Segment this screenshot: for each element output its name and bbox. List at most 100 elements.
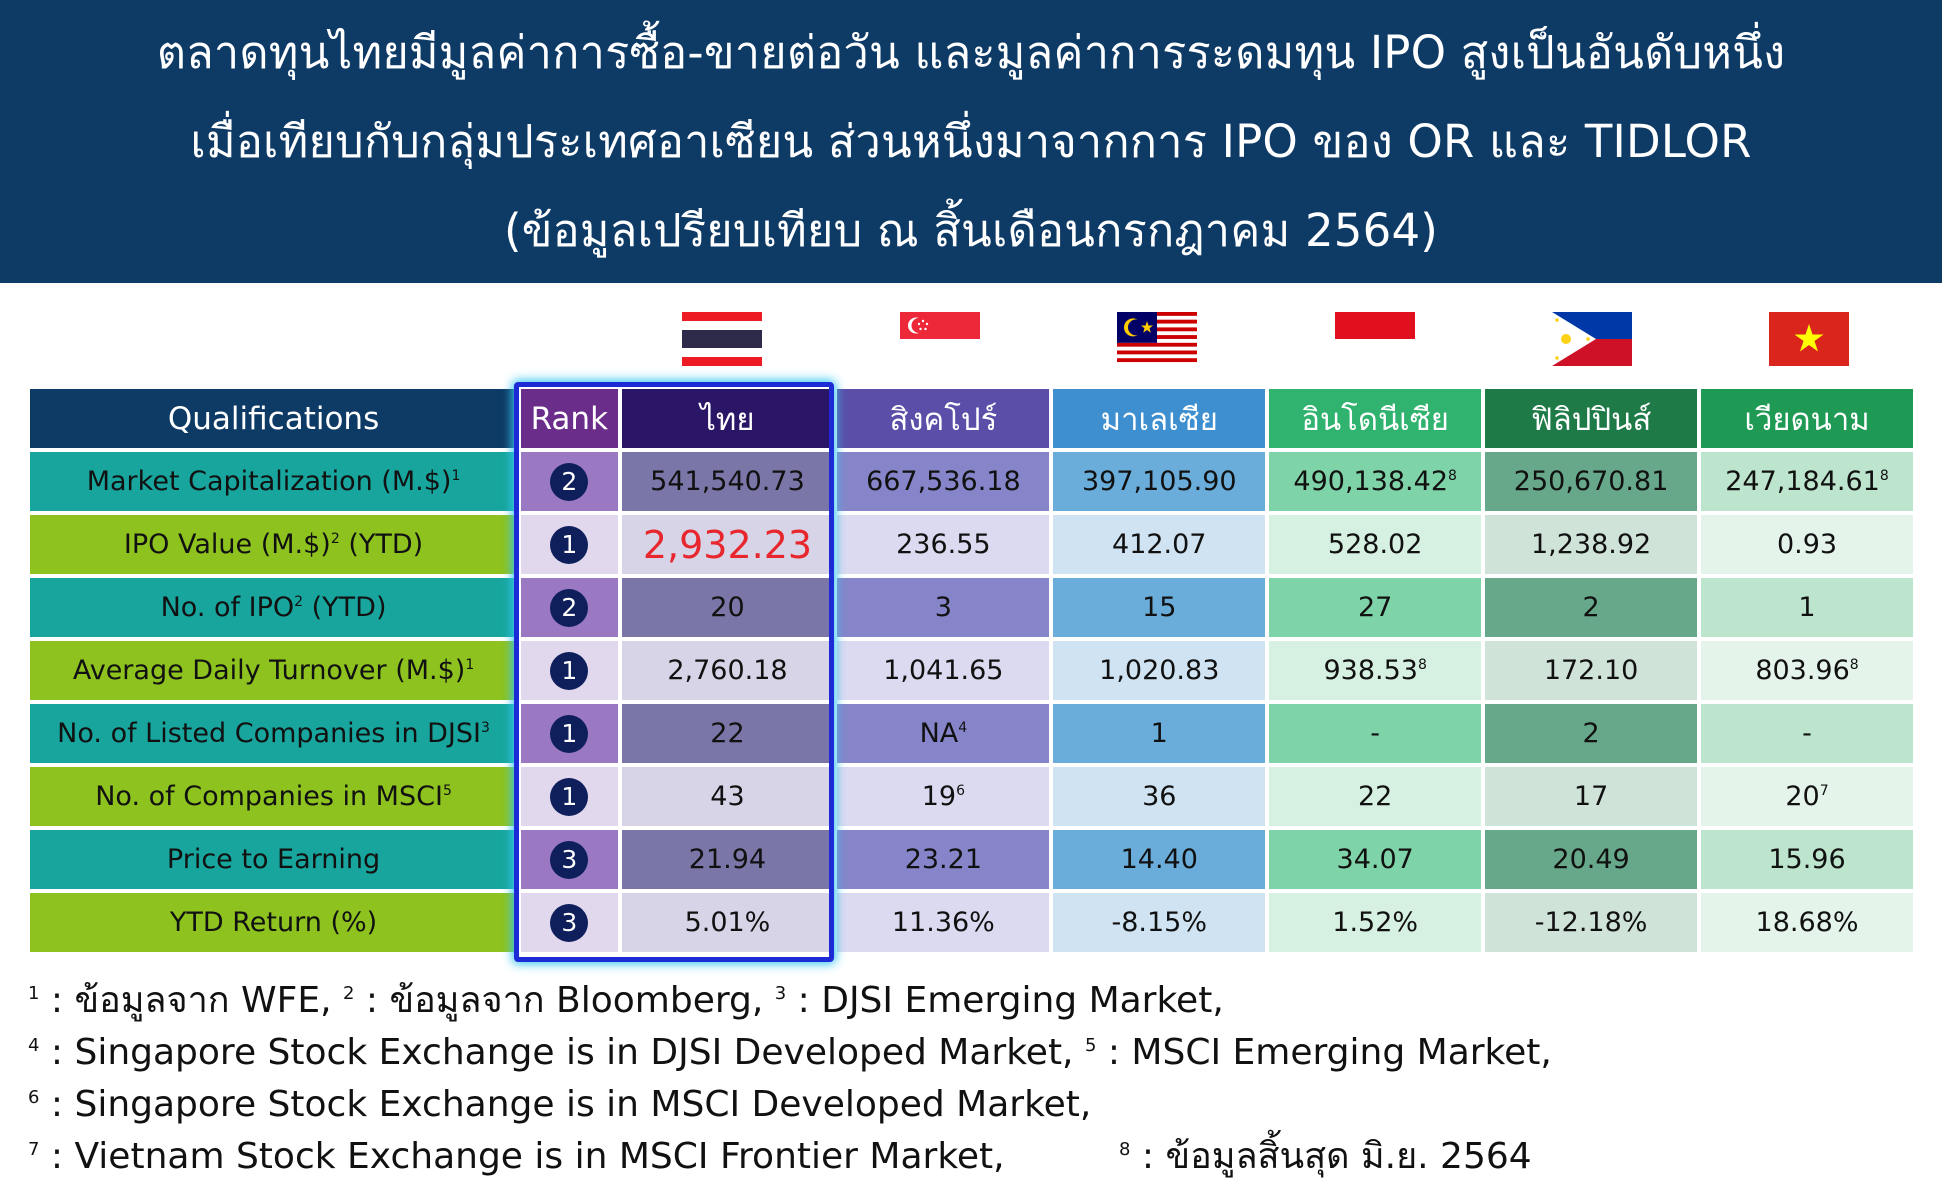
value-text: 21.94: [688, 844, 767, 875]
value-text: 412.07: [1112, 529, 1207, 560]
footnote-ref: 8: [1849, 657, 1859, 673]
footnote-line: 1 : ข้อมูลจาก WFE, 2 : ข้อมูลจาก Bloombe…: [28, 975, 1928, 1027]
value-cell-vietnam: 207: [1701, 767, 1913, 826]
rank-badge: 1: [550, 651, 589, 690]
value-text: -12.18%: [1534, 907, 1648, 938]
value-cell-indonesia: 938.538: [1269, 641, 1482, 700]
value-text: 19: [921, 781, 957, 812]
qualification-label: Market Capitalization (M.$): [86, 466, 452, 497]
qualification-label: Price to Earning: [166, 844, 381, 875]
value-cell-philippines: 17: [1485, 767, 1698, 826]
value-cell-philippines: 172.10: [1485, 641, 1698, 700]
rank-cell: 2: [521, 578, 618, 637]
col-header-thailand: ไทย: [621, 389, 834, 448]
qualification-label: No. of Companies in MSCI: [95, 781, 443, 812]
footnote-ref: 8: [1417, 657, 1427, 673]
value-cell-singapore: 667,536.18: [837, 452, 1050, 511]
qualification-cell: No. of Listed Companies in DJSI3: [30, 704, 518, 763]
value-text: 15.96: [1768, 844, 1846, 875]
value-cell-thailand: 2,932.23: [621, 515, 834, 574]
qualification-cell: No. of Companies in MSCI5: [30, 767, 518, 826]
footnote-ref: 6: [956, 783, 965, 799]
value-cell-vietnam: 1: [1701, 578, 1913, 637]
value-text: 43: [710, 781, 745, 812]
rank-cell: 1: [521, 704, 618, 763]
footnote-text: : Singapore Stock Exchange is in DJSI De…: [39, 1032, 1085, 1073]
value-cell-philippines: -12.18%: [1485, 893, 1698, 952]
footnote-line: 4 : Singapore Stock Exchange is in DJSI …: [28, 1027, 1928, 1079]
value-text: 34.07: [1336, 844, 1414, 875]
value-cell-indonesia: 1.52%: [1269, 893, 1482, 952]
value-text: 938.53: [1323, 655, 1418, 686]
rank-badge: 1: [550, 525, 589, 564]
footnote-number: 5: [1084, 1035, 1097, 1056]
value-text: 14.40: [1120, 844, 1198, 875]
value-text: NA: [919, 718, 959, 749]
value-cell-philippines: 1,238.92: [1485, 515, 1698, 574]
value-cell-indonesia: 490,138.428: [1269, 452, 1482, 511]
value-text: -: [1370, 718, 1381, 749]
rank-cell: 3: [521, 893, 618, 952]
value-text: 1,041.65: [883, 655, 1004, 686]
value-cell-vietnam: 0.93: [1701, 515, 1913, 574]
footnote-ref: 1: [465, 657, 475, 673]
rank-badge: 1: [550, 777, 589, 816]
table-row: Market Capitalization (M.$)1 2 541,540.73 6…: [30, 452, 1913, 511]
value-text: 247,184.61: [1725, 466, 1880, 497]
rank-badge: 2: [550, 462, 589, 501]
rank-badge: 3: [550, 840, 589, 879]
value-text: 36: [1142, 781, 1177, 812]
rank-cell: 1: [521, 641, 618, 700]
title-line-2: เมื่อเทียบกับกลุ่มประเทศอาเซียน ส่วนหนึ่…: [190, 115, 1752, 168]
value-cell-indonesia: 27: [1269, 578, 1482, 637]
footnote-ref: 8: [1448, 468, 1457, 484]
qualification-label: YTD Return (%): [169, 907, 378, 938]
value-text: 20: [1785, 781, 1820, 812]
qualification-label: Average Daily Turnover (M.$): [72, 655, 466, 686]
vietnam-flag-icon: [1769, 312, 1849, 366]
footnote-text: : ข้อมูลจาก WFE,: [39, 980, 343, 1021]
qualification-label: No. of Listed Companies in DJSI: [57, 718, 481, 749]
table-row: YTD Return (%) 3 5.01% 11.36% -8.15% 1.52% -12…: [30, 893, 1913, 952]
value-cell-singapore: 11.36%: [837, 893, 1050, 952]
footnote-number: 2: [342, 983, 355, 1004]
footnote-number: 7: [28, 1139, 40, 1160]
flag-row: [0, 312, 1942, 366]
qualification-cell: YTD Return (%): [30, 893, 518, 952]
footnote-ref: 4: [958, 720, 968, 736]
footnote-text: : Vietnam Stock Exchange is in MSCI Fron…: [39, 1136, 1120, 1177]
value-text: -: [1802, 718, 1812, 749]
rank-cell: 2: [521, 452, 618, 511]
rank-cell: 3: [521, 830, 618, 889]
footnote-line: 7 : Vietnam Stock Exchange is in MSCI Fr…: [28, 1131, 1928, 1183]
title-banner: ตลาดทุนไทยมีมูลค่าการซื้อ-ขายต่อวัน และม…: [0, 0, 1942, 283]
footnote-ref: 1: [451, 468, 461, 484]
value-text: -8.15%: [1111, 907, 1208, 938]
value-text: 2: [1582, 718, 1600, 749]
value-cell-vietnam: 18.68%: [1701, 893, 1913, 952]
footnote-ref: 2: [294, 594, 304, 610]
col-header-philippines: ฟิลิปปินส์: [1485, 389, 1698, 448]
value-text: 172.10: [1543, 655, 1639, 686]
value-cell-malaysia: 36: [1053, 767, 1266, 826]
value-cell-thailand: 5.01%: [621, 893, 834, 952]
footnote-number: 8: [1119, 1139, 1131, 1160]
philippines-flag-icon: [1552, 312, 1632, 366]
value-text: 20.49: [1552, 844, 1630, 875]
qualification-cell: Price to Earning: [30, 830, 518, 889]
table-row: IPO Value (M.$)2 (YTD) 1 2,932.23 236.55 412…: [30, 515, 1913, 574]
value-cell-indonesia: 34.07: [1269, 830, 1482, 889]
rank-badge: 3: [550, 903, 589, 942]
value-cell-malaysia: 1,020.83: [1053, 641, 1266, 700]
value-text: 1,238.92: [1530, 529, 1652, 560]
col-header-vietnam: เวียดนาม: [1701, 389, 1913, 448]
value-text: 11.36%: [891, 907, 995, 938]
table-row: No. of Companies in MSCI5 1 43 196 36 22 17 207: [30, 767, 1913, 826]
value-text: 397,105.90: [1081, 466, 1237, 497]
header-row: Qualifications Rank ไทย สิงคโปร์ มาเลเซี…: [30, 389, 1913, 448]
comparison-table: Qualifications Rank ไทย สิงคโปร์ มาเลเซี…: [26, 385, 1917, 956]
value-text: 541,540.73: [650, 466, 805, 497]
value-cell-thailand: 2,760.18: [621, 641, 834, 700]
footnote-number: 4: [28, 1035, 40, 1056]
value-text: 0.93: [1776, 529, 1838, 560]
